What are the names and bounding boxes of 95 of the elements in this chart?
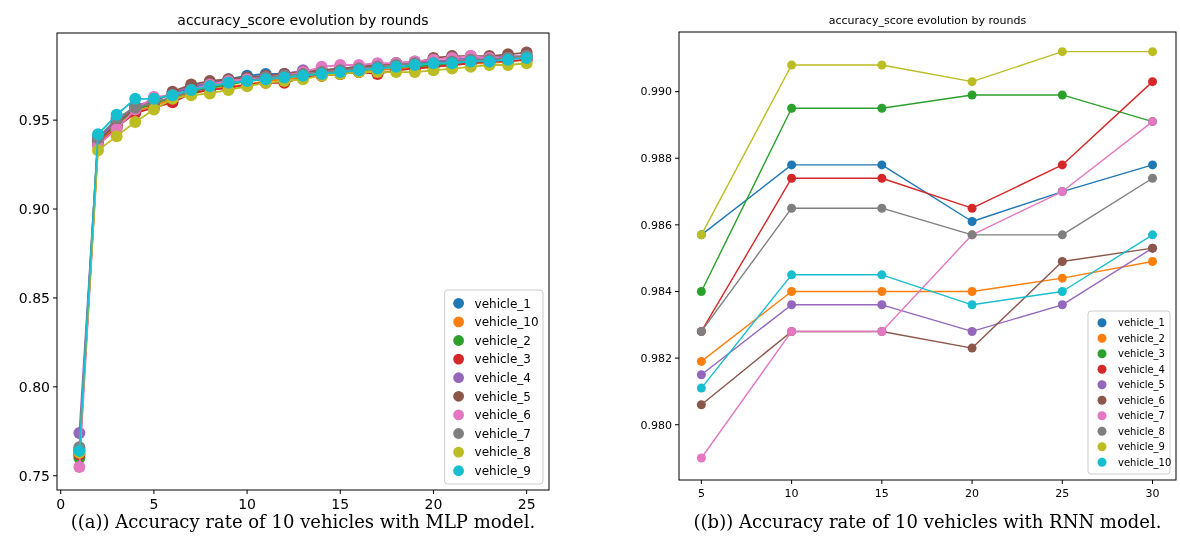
y-tick-label: 0.988 xyxy=(640,152,672,166)
chart-title: accuracy_score evolution by rounds xyxy=(828,14,1027,27)
point xyxy=(1057,300,1067,310)
y-tick-label: 0.75 xyxy=(18,467,50,484)
point xyxy=(1057,90,1067,100)
x-tick-label: 5 xyxy=(149,496,159,513)
point xyxy=(1148,257,1158,266)
legend-label: vehicle_1 xyxy=(474,296,531,311)
x-tick-label: 20 xyxy=(965,486,980,500)
legend-label: vehicle_10 xyxy=(1118,456,1172,469)
point xyxy=(696,400,706,410)
point xyxy=(1057,230,1067,240)
legend-label: vehicle_6 xyxy=(1118,394,1165,407)
x-tick-label: 15 xyxy=(874,486,889,500)
point xyxy=(877,286,887,296)
legend-label: vehicle_10 xyxy=(474,315,539,330)
legend-label: vehicle_2 xyxy=(474,333,531,348)
point xyxy=(787,286,797,296)
y-tick-label: 0.90 xyxy=(18,200,50,217)
legend-label: vehicle_1 xyxy=(1118,317,1165,330)
point xyxy=(696,383,706,393)
y-tick-label: 0.980 xyxy=(640,418,672,432)
point xyxy=(129,92,142,105)
legend-label: vehicle_4 xyxy=(474,370,531,385)
point xyxy=(1148,77,1158,87)
point xyxy=(787,60,797,70)
x-tick-label: 15 xyxy=(331,496,350,513)
point xyxy=(1148,160,1158,170)
point xyxy=(877,103,887,113)
chart-title: accuracy_score evolution by rounds xyxy=(177,12,429,28)
y-tick-label: 0.984 xyxy=(640,285,672,299)
legend-label: vehicle_2 xyxy=(1118,332,1165,345)
x-tick-label: 20 xyxy=(424,496,443,513)
x-tick-label: 10 xyxy=(784,486,799,500)
point xyxy=(967,90,977,100)
legend-label: vehicle_9 xyxy=(474,463,531,478)
legend-label: vehicle_6 xyxy=(474,408,531,423)
point xyxy=(967,77,977,87)
x-tick-label: 30 xyxy=(1145,486,1160,500)
y-tick-label: 0.85 xyxy=(18,289,50,306)
point xyxy=(967,300,977,310)
point xyxy=(967,343,977,353)
point xyxy=(877,173,887,183)
y-tick-label: 0.80 xyxy=(18,378,50,395)
legend-label: vehicle_9 xyxy=(1118,441,1165,454)
point xyxy=(696,356,706,366)
point xyxy=(787,300,797,310)
x-tick-label: 5 xyxy=(697,486,705,500)
point xyxy=(1148,173,1158,183)
point xyxy=(1057,257,1067,266)
point xyxy=(877,160,887,170)
legend-label: vehicle_3 xyxy=(1118,348,1165,361)
y-tick-label: 0.990 xyxy=(640,85,672,99)
point xyxy=(787,270,797,280)
point xyxy=(1148,47,1158,57)
legend-label: vehicle_3 xyxy=(474,352,531,367)
legend-label: vehicle_8 xyxy=(474,445,531,460)
point xyxy=(787,173,797,183)
legend-label: vehicle_4 xyxy=(1118,363,1165,376)
text: ((a)) Accuracy rate of 10 vehicles with MLP model. xyxy=(70,511,536,532)
point xyxy=(1057,47,1067,57)
point xyxy=(877,300,887,310)
point xyxy=(1057,160,1067,170)
x-tick-label: 25 xyxy=(517,496,536,513)
point xyxy=(787,103,797,113)
point xyxy=(967,217,977,227)
point xyxy=(696,286,706,296)
legend-label: vehicle_8 xyxy=(1118,425,1165,438)
y-tick-label: 0.986 xyxy=(640,218,672,232)
y-tick-label: 0.95 xyxy=(18,112,50,129)
legend-label: vehicle_5 xyxy=(474,389,531,404)
x-tick-label: 25 xyxy=(1055,486,1070,500)
y-tick-label: 0.982 xyxy=(640,351,672,365)
text: ((b)) Accuracy rate of 10 vehicles with RNN model. xyxy=(693,511,1162,532)
point xyxy=(73,460,86,473)
point xyxy=(1148,230,1158,240)
legend-label: vehicle_5 xyxy=(1118,379,1165,392)
point xyxy=(877,203,887,213)
point xyxy=(967,286,977,296)
point xyxy=(877,60,887,70)
point xyxy=(1057,273,1067,283)
point xyxy=(110,108,123,121)
x-tick-label: 10 xyxy=(238,496,256,513)
point xyxy=(1057,286,1067,296)
point xyxy=(967,203,977,213)
point xyxy=(787,203,797,213)
point xyxy=(877,270,887,280)
point xyxy=(110,130,123,143)
x-tick-label: 0 xyxy=(56,496,66,513)
point xyxy=(696,370,706,380)
legend-label: vehicle_7 xyxy=(474,426,531,441)
point xyxy=(967,326,977,336)
point xyxy=(787,160,797,170)
legend-label: vehicle_7 xyxy=(1118,410,1165,423)
point xyxy=(696,453,706,463)
